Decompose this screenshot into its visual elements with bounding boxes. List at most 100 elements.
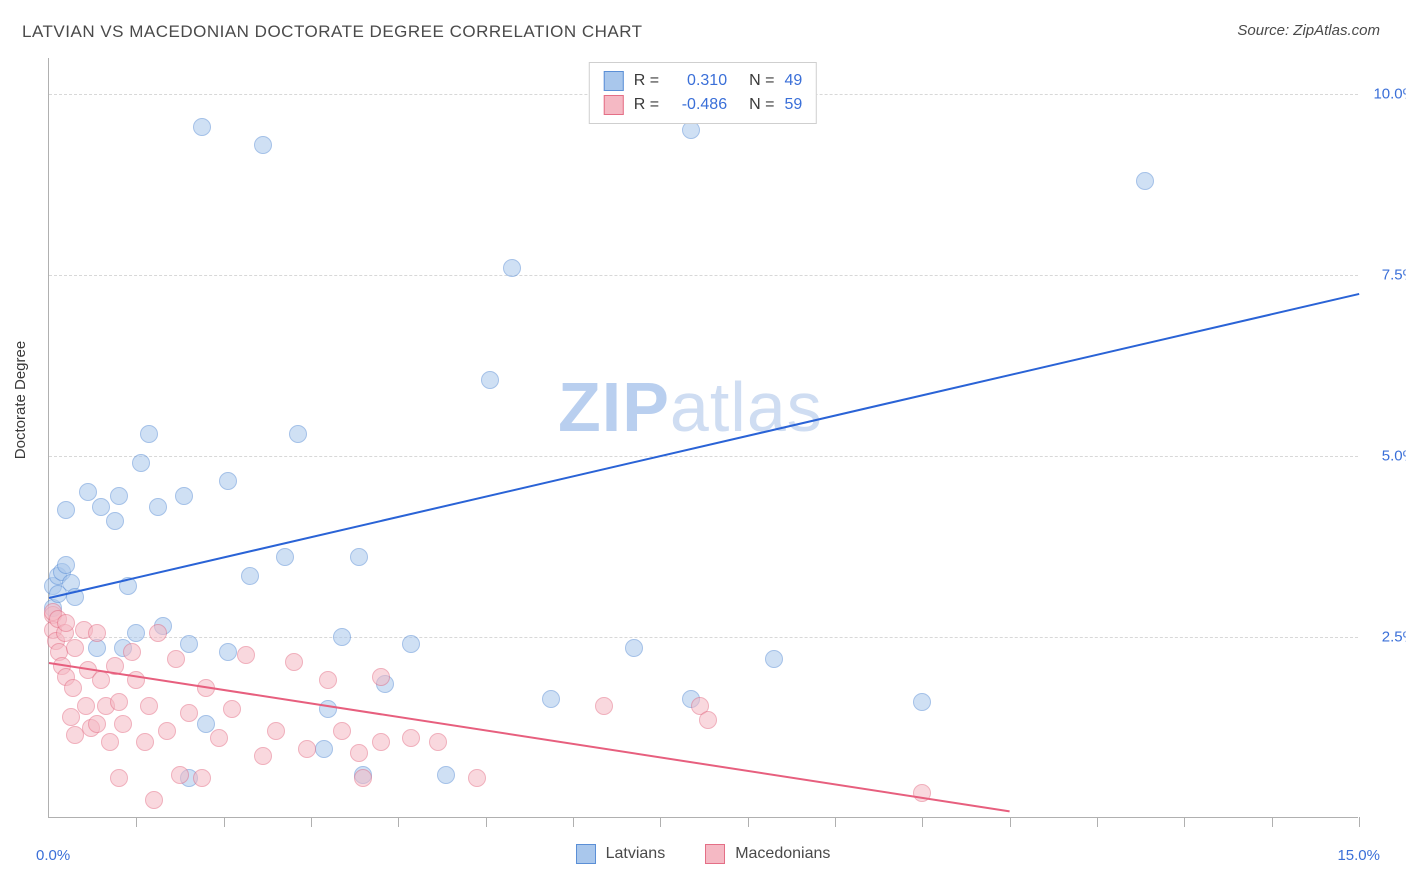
data-point — [197, 715, 215, 733]
data-point — [57, 614, 75, 632]
x-tick — [224, 817, 225, 827]
data-point — [66, 639, 84, 657]
data-point — [354, 769, 372, 787]
chart-title: LATVIAN VS MACEDONIAN DOCTORATE DEGREE C… — [22, 22, 643, 42]
legend-swatch — [705, 844, 725, 864]
legend-swatch — [604, 95, 624, 115]
data-point — [140, 697, 158, 715]
x-tick — [136, 817, 137, 827]
data-point — [237, 646, 255, 664]
x-tick — [486, 817, 487, 827]
data-point — [542, 690, 560, 708]
x-tick — [1359, 817, 1360, 827]
data-point — [319, 700, 337, 718]
scatter-plot-area: ZIPatlas 2.5%5.0%7.5%10.0% — [48, 58, 1358, 818]
x-tick — [835, 817, 836, 827]
data-point — [57, 501, 75, 519]
data-point — [88, 715, 106, 733]
data-point — [64, 679, 82, 697]
y-tick-label: 2.5% — [1366, 629, 1406, 646]
data-point — [699, 711, 717, 729]
data-point — [88, 624, 106, 642]
data-point — [140, 425, 158, 443]
data-point — [350, 744, 368, 762]
data-point — [101, 733, 119, 751]
data-point — [136, 733, 154, 751]
data-point — [437, 766, 455, 784]
data-point — [276, 548, 294, 566]
data-point — [315, 740, 333, 758]
data-point — [210, 729, 228, 747]
legend-swatch — [576, 844, 596, 864]
data-point — [468, 769, 486, 787]
data-point — [289, 425, 307, 443]
legend-label: Macedonians — [735, 845, 830, 863]
y-axis-label: Doctorate Degree — [12, 341, 29, 459]
data-point — [110, 769, 128, 787]
data-point — [285, 653, 303, 671]
legend-swatch — [604, 71, 624, 91]
data-point — [254, 747, 272, 765]
data-point — [333, 628, 351, 646]
data-point — [682, 121, 700, 139]
data-point — [765, 650, 783, 668]
data-point — [350, 548, 368, 566]
data-point — [193, 769, 211, 787]
data-point — [167, 650, 185, 668]
correlation-legend: R =0.310N =49R =-0.486N =59 — [589, 62, 817, 124]
x-tick — [1097, 817, 1098, 827]
data-point — [625, 639, 643, 657]
regression-line — [49, 293, 1359, 599]
data-point — [110, 487, 128, 505]
data-point — [110, 693, 128, 711]
watermark: ZIPatlas — [558, 367, 823, 447]
data-point — [319, 671, 337, 689]
watermark-zip: ZIP — [558, 368, 670, 446]
x-tick — [660, 817, 661, 827]
x-tick — [311, 817, 312, 827]
x-tick — [1184, 817, 1185, 827]
data-point — [145, 791, 163, 809]
data-point — [254, 136, 272, 154]
data-point — [219, 643, 237, 661]
legend-label: Latvians — [606, 845, 666, 863]
data-point — [372, 668, 390, 686]
source-prefix: Source: — [1237, 22, 1293, 39]
x-tick — [398, 817, 399, 827]
legend-row: R =-0.486N =59 — [604, 93, 802, 117]
data-point — [223, 700, 241, 718]
data-point — [241, 567, 259, 585]
series-legend: Latvians Macedonians — [0, 844, 1406, 864]
data-point — [123, 643, 141, 661]
y-tick-label: 10.0% — [1366, 86, 1406, 103]
source-attribution: Source: ZipAtlas.com — [1237, 22, 1380, 39]
gridline — [49, 275, 1358, 276]
y-tick-label: 5.0% — [1366, 448, 1406, 465]
data-point — [114, 715, 132, 733]
x-tick — [1010, 817, 1011, 827]
data-point — [57, 556, 75, 574]
data-point — [149, 498, 167, 516]
gridline — [49, 456, 1358, 457]
data-point — [402, 635, 420, 653]
n-value: 49 — [784, 69, 802, 93]
x-tick — [573, 817, 574, 827]
legend-row: R =0.310N =49 — [604, 69, 802, 93]
legend-item: Macedonians — [705, 844, 830, 864]
data-point — [77, 697, 95, 715]
data-point — [219, 472, 237, 490]
n-value: 59 — [784, 93, 802, 117]
data-point — [298, 740, 316, 758]
data-point — [372, 733, 390, 751]
data-point — [193, 118, 211, 136]
data-point — [127, 624, 145, 642]
data-point — [503, 259, 521, 277]
r-value: 0.310 — [669, 69, 727, 93]
data-point — [79, 483, 97, 501]
n-label: N = — [749, 69, 774, 93]
data-point — [132, 454, 150, 472]
data-point — [913, 693, 931, 711]
data-point — [180, 635, 198, 653]
data-point — [1136, 172, 1154, 190]
regression-line — [49, 662, 1010, 812]
